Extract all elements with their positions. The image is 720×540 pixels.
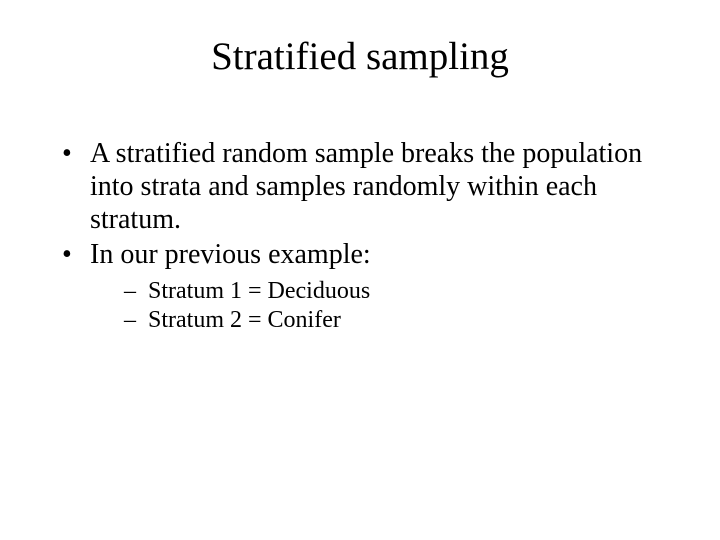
slide-body: A stratified random sample breaks the po… [0, 79, 720, 335]
sub-bullet-list: Stratum 1 = Deciduous Stratum 2 = Conife… [90, 277, 666, 335]
bullet-item: In our previous example: Stratum 1 = Dec… [54, 238, 666, 335]
slide: Stratified sampling A stratified random … [0, 0, 720, 540]
sub-bullet-text: Stratum 1 = Deciduous [148, 278, 370, 304]
sub-bullet-item: Stratum 1 = Deciduous [122, 277, 666, 306]
bullet-text: In our previous example: [90, 239, 371, 270]
bullet-item: A stratified random sample breaks the po… [54, 137, 666, 236]
slide-title: Stratified sampling [0, 0, 720, 79]
sub-bullet-text: Stratum 2 = Conifer [148, 307, 341, 333]
bullet-text: A stratified random sample breaks the po… [90, 138, 642, 235]
sub-bullet-item: Stratum 2 = Conifer [122, 306, 666, 335]
bullet-list: A stratified random sample breaks the po… [54, 137, 666, 335]
